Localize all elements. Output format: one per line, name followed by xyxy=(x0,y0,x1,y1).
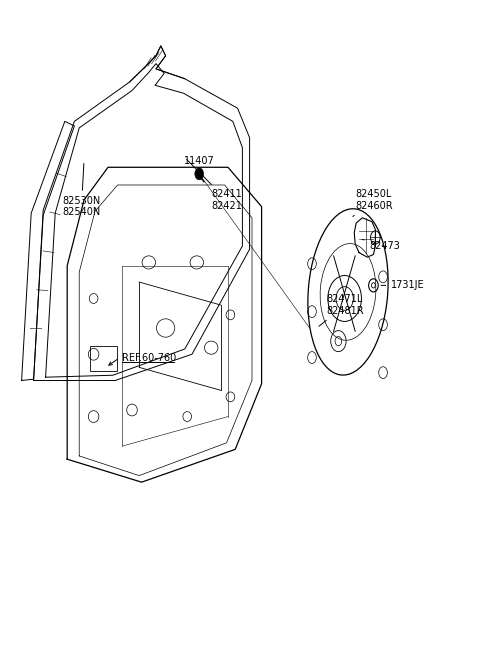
Text: 82471L
82481R: 82471L 82481R xyxy=(319,295,364,326)
Text: 82530N
82540N: 82530N 82540N xyxy=(62,163,101,217)
Text: 82450L
82460R: 82450L 82460R xyxy=(353,190,393,216)
Circle shape xyxy=(195,168,204,180)
Text: REF.60-760: REF.60-760 xyxy=(122,352,177,363)
Text: 82473: 82473 xyxy=(362,239,400,251)
Text: 11407: 11407 xyxy=(184,155,215,174)
Text: 1731JE: 1731JE xyxy=(381,280,425,291)
Text: 82411
82421: 82411 82421 xyxy=(187,159,242,211)
